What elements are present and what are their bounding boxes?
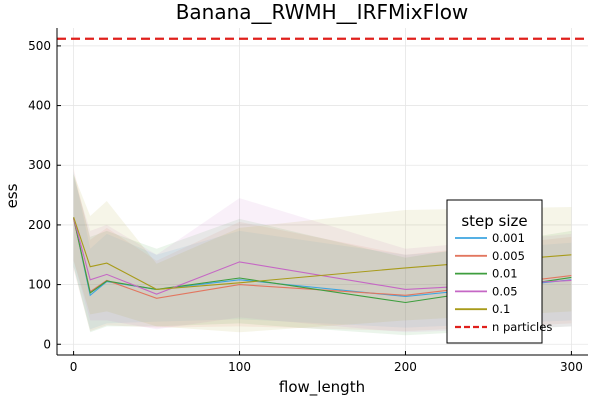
- legend-label-0.05: 0.05: [492, 284, 518, 298]
- series-line-0.05: [73, 217, 572, 295]
- x-tick-label: 300: [560, 360, 583, 374]
- series-lines: [73, 217, 572, 304]
- y-axis-label: ess: [3, 183, 21, 208]
- chart-title: Banana__RWMH__IRFMixFlow: [176, 0, 469, 24]
- x-tick-label: 0: [70, 360, 78, 374]
- y-tick-label: 400: [28, 99, 51, 113]
- y-tick-label: 100: [28, 278, 51, 292]
- x-tick-label: 200: [394, 360, 417, 374]
- y-tick-label: 300: [28, 158, 51, 172]
- legend-label-0.005: 0.005: [492, 249, 525, 263]
- legend-box: [446, 199, 543, 344]
- x-axis-label: flow_length: [279, 378, 365, 397]
- x-tick-label: 100: [228, 360, 251, 374]
- y-tick-label: 0: [43, 337, 51, 351]
- y-tick-label: 200: [28, 218, 51, 232]
- y-tick-label: 500: [28, 39, 51, 53]
- axes: [56, 28, 588, 356]
- legend-label-0.01: 0.01: [492, 267, 518, 281]
- legend-label-0.001: 0.001: [492, 231, 525, 245]
- tick-labels: 0 100 200 300 0 100 200 300 400 500: [28, 39, 583, 374]
- series-line-0.1: [73, 217, 572, 290]
- legend-label-0.1: 0.1: [492, 302, 510, 316]
- legend-title: step size: [461, 212, 527, 230]
- legend-label-n particles: n particles: [492, 320, 552, 334]
